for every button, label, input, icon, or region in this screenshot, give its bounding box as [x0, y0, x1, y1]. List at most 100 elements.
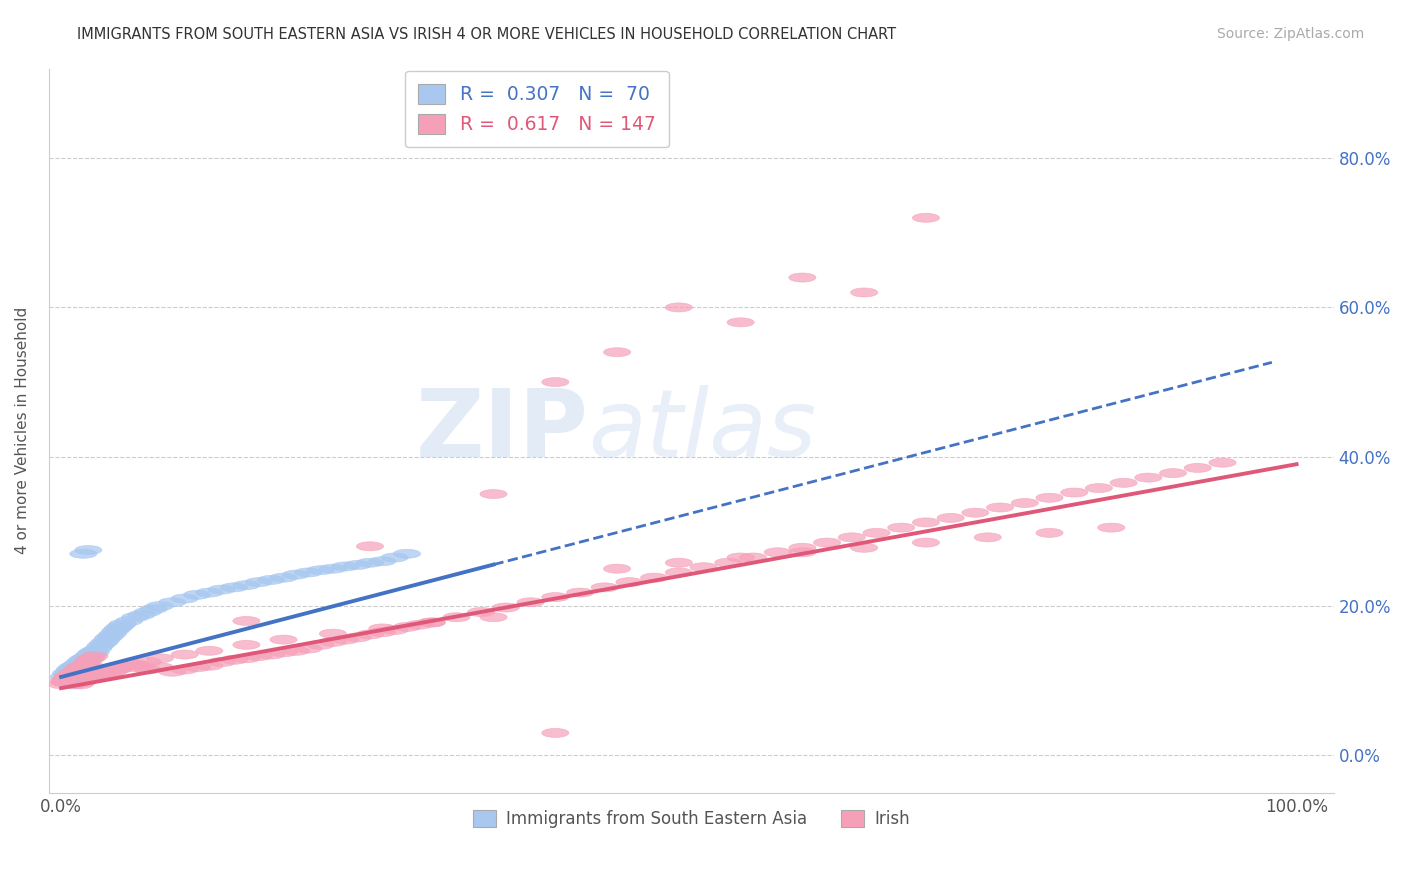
Ellipse shape: [1109, 478, 1137, 487]
Ellipse shape: [84, 673, 111, 681]
Ellipse shape: [332, 562, 359, 571]
Ellipse shape: [394, 623, 420, 632]
Ellipse shape: [789, 273, 815, 282]
Ellipse shape: [104, 624, 132, 633]
Ellipse shape: [122, 613, 149, 622]
Ellipse shape: [319, 638, 346, 647]
Legend: Immigrants from South Eastern Asia, Irish: Immigrants from South Eastern Asia, Iris…: [467, 804, 917, 835]
Ellipse shape: [101, 663, 129, 672]
Ellipse shape: [90, 639, 117, 648]
Ellipse shape: [987, 503, 1014, 512]
Ellipse shape: [394, 549, 420, 558]
Ellipse shape: [73, 674, 101, 683]
Ellipse shape: [233, 640, 260, 649]
Ellipse shape: [591, 582, 619, 592]
Ellipse shape: [67, 659, 94, 668]
Ellipse shape: [60, 667, 89, 676]
Ellipse shape: [974, 533, 1001, 541]
Ellipse shape: [307, 640, 335, 649]
Ellipse shape: [368, 624, 396, 633]
Ellipse shape: [60, 670, 87, 679]
Ellipse shape: [270, 574, 297, 582]
Ellipse shape: [567, 588, 593, 597]
Ellipse shape: [134, 657, 162, 666]
Ellipse shape: [77, 665, 104, 673]
Ellipse shape: [53, 676, 82, 685]
Ellipse shape: [58, 666, 84, 675]
Ellipse shape: [838, 533, 866, 541]
Ellipse shape: [80, 649, 107, 658]
Ellipse shape: [307, 566, 335, 574]
Text: atlas: atlas: [588, 385, 817, 476]
Ellipse shape: [56, 674, 83, 683]
Ellipse shape: [208, 657, 235, 666]
Ellipse shape: [63, 665, 91, 674]
Ellipse shape: [77, 651, 104, 661]
Ellipse shape: [492, 603, 519, 612]
Ellipse shape: [53, 670, 82, 679]
Ellipse shape: [60, 677, 89, 686]
Ellipse shape: [912, 213, 939, 222]
Ellipse shape: [94, 633, 122, 642]
Ellipse shape: [75, 654, 101, 663]
Ellipse shape: [541, 729, 569, 738]
Ellipse shape: [79, 669, 105, 678]
Ellipse shape: [1011, 499, 1039, 508]
Ellipse shape: [344, 560, 371, 569]
Ellipse shape: [72, 669, 100, 678]
Ellipse shape: [233, 581, 260, 590]
Ellipse shape: [84, 665, 111, 674]
Ellipse shape: [146, 601, 173, 610]
Ellipse shape: [56, 665, 83, 674]
Ellipse shape: [332, 635, 359, 644]
Ellipse shape: [56, 670, 83, 679]
Ellipse shape: [172, 650, 198, 659]
Ellipse shape: [72, 673, 100, 681]
Ellipse shape: [53, 673, 82, 681]
Ellipse shape: [67, 672, 94, 681]
Ellipse shape: [319, 564, 346, 574]
Ellipse shape: [1160, 468, 1187, 477]
Ellipse shape: [100, 667, 127, 676]
Ellipse shape: [479, 490, 508, 499]
Ellipse shape: [1085, 483, 1112, 492]
Ellipse shape: [70, 670, 97, 679]
Ellipse shape: [295, 568, 322, 577]
Ellipse shape: [665, 558, 692, 567]
Ellipse shape: [80, 663, 107, 672]
Ellipse shape: [183, 663, 211, 672]
Ellipse shape: [1184, 464, 1212, 473]
Ellipse shape: [962, 508, 988, 517]
Ellipse shape: [70, 654, 98, 663]
Ellipse shape: [887, 523, 915, 533]
Ellipse shape: [82, 648, 110, 657]
Ellipse shape: [368, 628, 396, 637]
Ellipse shape: [75, 546, 101, 555]
Ellipse shape: [58, 672, 84, 681]
Ellipse shape: [66, 680, 93, 689]
Ellipse shape: [159, 598, 186, 607]
Ellipse shape: [70, 676, 98, 685]
Ellipse shape: [94, 669, 122, 679]
Text: IMMIGRANTS FROM SOUTH EASTERN ASIA VS IRISH 4 OR MORE VEHICLES IN HOUSEHOLD CORR: IMMIGRANTS FROM SOUTH EASTERN ASIA VS IR…: [77, 27, 897, 42]
Ellipse shape: [79, 648, 105, 657]
Ellipse shape: [727, 318, 754, 326]
Ellipse shape: [62, 669, 90, 679]
Ellipse shape: [356, 630, 384, 639]
Ellipse shape: [406, 620, 433, 629]
Ellipse shape: [73, 657, 101, 666]
Ellipse shape: [82, 647, 108, 656]
Ellipse shape: [195, 588, 224, 597]
Ellipse shape: [87, 641, 114, 650]
Ellipse shape: [115, 660, 142, 669]
Ellipse shape: [270, 635, 297, 644]
Text: Source: ZipAtlas.com: Source: ZipAtlas.com: [1216, 27, 1364, 41]
Ellipse shape: [84, 644, 111, 653]
Ellipse shape: [63, 679, 91, 688]
Ellipse shape: [110, 663, 136, 672]
Ellipse shape: [936, 514, 965, 523]
Text: ZIP: ZIP: [416, 384, 588, 476]
Ellipse shape: [59, 663, 86, 672]
Ellipse shape: [59, 676, 86, 685]
Ellipse shape: [233, 654, 260, 663]
